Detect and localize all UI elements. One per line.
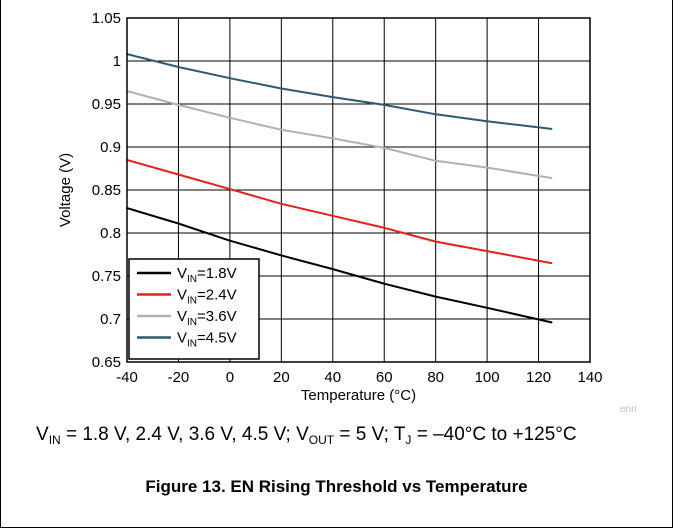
- legend-label-main: V: [177, 287, 187, 304]
- legend-box: [128, 258, 260, 360]
- series-line-3: [126, 53, 553, 130]
- series-line-2: [126, 90, 553, 179]
- legend-label-main: V: [177, 265, 187, 282]
- x-tick-label: 80: [427, 369, 444, 386]
- legend-label-0: VIN=1.8V: [177, 265, 237, 285]
- legend-label-rest: =1.8V: [197, 265, 237, 282]
- legend-label-sub: IN: [187, 274, 197, 285]
- plot-border: [126, 17, 591, 363]
- y-tick-label: 0.75: [92, 268, 121, 285]
- legend-label-main: V: [177, 308, 187, 325]
- y-tick-label: 0.7: [100, 311, 121, 328]
- series-line-0: [126, 207, 553, 324]
- figure-caption: Figure 13. EN Rising Threshold vs Temper…: [145, 477, 528, 496]
- watermark: enri: [620, 404, 637, 415]
- legend-label-3: VIN=4.5V: [177, 330, 237, 350]
- legend-label-rest: =3.6V: [197, 308, 237, 325]
- series-lines: [126, 53, 553, 324]
- series-line-1: [126, 158, 553, 265]
- x-tick-label: 20: [273, 369, 290, 386]
- x-tick-label: -20: [168, 369, 190, 386]
- y-tick-label: 1: [113, 53, 121, 70]
- legend-label-sub: IN: [187, 339, 197, 350]
- x-tick-label: 120: [526, 369, 551, 386]
- x-tick-label: -40: [116, 369, 138, 386]
- legend-label-sub: IN: [187, 296, 197, 307]
- cond-tj-range: = –40°C to +125°C: [411, 424, 577, 445]
- legend-label-1: VIN=2.4V: [177, 287, 237, 307]
- cond-tj-symbol: T: [393, 424, 406, 445]
- x-axis-label: Temperature (°C): [301, 387, 416, 404]
- x-tick-label: 100: [475, 369, 500, 386]
- chart: -40 -20 0 20 40 60 80 100 120 140 0.65 0.7 0.75 0.8 0.…: [57, 10, 603, 404]
- y-tick-label: 0.65: [92, 354, 121, 371]
- y-tick-label: 0.85: [92, 182, 121, 199]
- y-tick-label: 1.05: [92, 10, 121, 27]
- tick-labels: -40 -20 0 20 40 60 80 100 120 140 0.65 0.7 0.75 0.8 0.…: [92, 10, 603, 386]
- x-tick-label: 40: [324, 369, 341, 386]
- legend-label-rest: =4.5V: [197, 330, 237, 347]
- y-axis-label: Voltage (V): [57, 153, 74, 227]
- y-tick-label: 0.8: [100, 225, 121, 242]
- legend-label-rest: =2.4V: [197, 287, 237, 304]
- cond-vout-value: = 5 V;: [334, 424, 394, 445]
- x-tick-label: 0: [226, 369, 234, 386]
- x-tick-label: 60: [376, 369, 393, 386]
- cond-vin-subscript: IN: [48, 433, 61, 447]
- legend-label-main: V: [177, 330, 187, 347]
- y-tick-label: 0.9: [100, 139, 121, 156]
- cond-vout-subscript: OUT: [308, 433, 335, 447]
- x-tick-label: 140: [577, 369, 602, 386]
- cond-vout-symbol: V: [296, 424, 309, 445]
- legend-label-sub: IN: [187, 317, 197, 328]
- cond-vin-values: = 1.8 V, 2.4 V, 3.6 V, 4.5 V;: [60, 424, 297, 445]
- test-conditions: VIN = 1.8 V, 2.4 V, 3.6 V, 4.5 V; VOUT =…: [36, 424, 577, 446]
- cond-vin-symbol: V: [36, 424, 49, 445]
- legend-label-2: VIN=3.6V: [177, 308, 237, 328]
- cond-tj-subscript: J: [405, 433, 412, 447]
- y-tick-label: 0.95: [92, 96, 121, 113]
